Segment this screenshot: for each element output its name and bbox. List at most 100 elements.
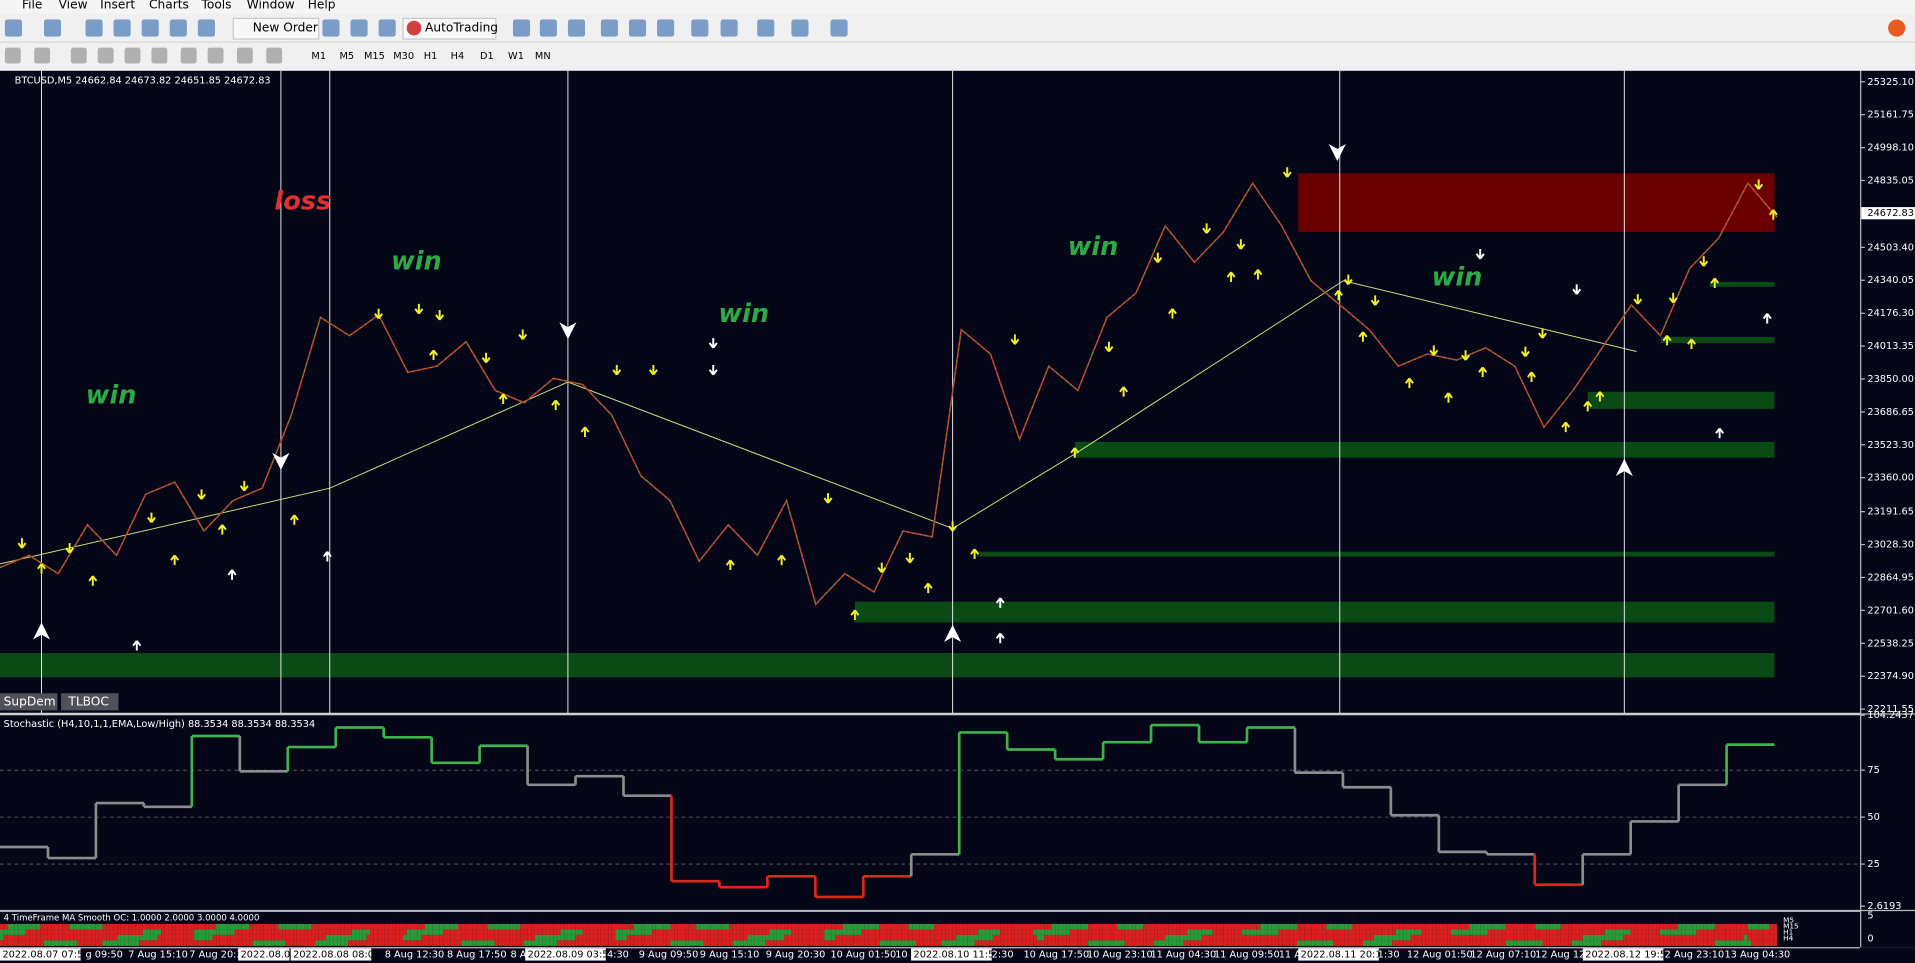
toolbar-icon[interactable] [628, 19, 647, 37]
toolbar-icon[interactable] [236, 47, 253, 64]
toolbar-icon[interactable] [791, 19, 809, 37]
toolbar-icon[interactable] [70, 47, 87, 64]
period-button[interactable]: M15 [364, 51, 385, 62]
mtf-cell [10, 934, 15, 941]
mtf-cell [1373, 940, 1378, 946]
toolbar-icon[interactable] [141, 19, 159, 37]
menu-item[interactable]: View [59, 0, 88, 11]
mtf-cell [1480, 929, 1484, 935]
mtf-cell [1439, 940, 1444, 946]
period-button[interactable]: M1 [311, 51, 326, 62]
mtf-cell [329, 923, 334, 930]
mtf-cell [1227, 934, 1232, 941]
tab[interactable] [0, 693, 58, 711]
toolbar-icon[interactable] [378, 19, 396, 37]
mtf-cell [659, 923, 664, 930]
mtf-cell [567, 923, 572, 930]
mtf-cell [1066, 929, 1070, 935]
mtf-cell [128, 929, 132, 935]
toolbar-icon[interactable] [600, 19, 618, 37]
toolbar-icon[interactable] [691, 19, 709, 37]
time-label: 13 Aug 04:30 [1724, 949, 1790, 960]
period-button[interactable]: M30 [393, 51, 414, 62]
toolbar-icon[interactable] [4, 47, 21, 64]
mtf-cell [304, 923, 308, 930]
menu-item[interactable]: Insert [100, 0, 135, 11]
toolbar-icon[interactable] [322, 19, 340, 37]
toolbar-icon[interactable] [113, 19, 131, 37]
toolbar-icon[interactable] [197, 19, 215, 37]
toolbar-icon[interactable] [124, 47, 141, 64]
toolbar-icon[interactable] [830, 19, 848, 37]
toolbar-icon[interactable] [85, 19, 103, 37]
mtf-cell [1286, 940, 1290, 946]
mtf-cell [457, 940, 462, 946]
mtf-cell [908, 940, 913, 946]
period-button[interactable]: H4 [451, 51, 465, 62]
new-order-button[interactable] [232, 17, 320, 40]
period-button[interactable]: D1 [480, 51, 494, 62]
mtf-cell [666, 934, 671, 941]
mtf-cell [490, 934, 495, 941]
mtf-cell [630, 934, 634, 941]
mtf-cell [817, 923, 821, 930]
toolbar-icon[interactable] [512, 19, 531, 37]
toolbar-icon[interactable] [43, 19, 62, 37]
toolbar-icon[interactable] [657, 19, 675, 37]
mtf-cell [1663, 923, 1668, 930]
mtf-cell [1604, 940, 1609, 946]
mtf-cell [1058, 934, 1063, 941]
mtf-cell [1025, 923, 1030, 930]
mtf-cell [1084, 929, 1089, 935]
period-button[interactable]: W1 [508, 51, 524, 62]
mtf-cell [172, 929, 176, 935]
mtf-cell [967, 929, 971, 935]
menu-item[interactable]: Window [247, 0, 295, 11]
toolbar-icon[interactable] [567, 19, 586, 37]
toolbar-icon[interactable] [34, 47, 51, 64]
mtf-cell [992, 934, 997, 941]
toolbar-icon[interactable] [539, 19, 557, 37]
mtf-cell [1667, 929, 1671, 935]
period-button[interactable]: H1 [424, 51, 438, 62]
mtf-cell [1747, 929, 1752, 935]
toolbar-icon[interactable] [207, 47, 224, 64]
mtf-cell [531, 934, 535, 941]
mtf-cell [417, 940, 422, 946]
autotrading-button[interactable] [402, 17, 497, 40]
toolbar-icon[interactable] [757, 19, 775, 37]
mtf-cell [1542, 940, 1547, 946]
tab[interactable] [61, 693, 119, 711]
mtf-cell [1231, 929, 1235, 935]
mtf-cell [1439, 929, 1444, 935]
toolbar-icon[interactable] [180, 47, 197, 64]
toolbar-icon[interactable] [151, 47, 168, 64]
toolbar-icon[interactable] [720, 19, 738, 37]
mtf-cell [1766, 923, 1770, 930]
mtf-cell [652, 934, 656, 941]
mtf-cell [872, 929, 876, 935]
mtf-cell [674, 934, 678, 941]
notification-badge[interactable] [1888, 19, 1906, 37]
mtf-cell [703, 934, 708, 941]
menu-item[interactable]: File [22, 0, 42, 11]
mtf-cell [1414, 929, 1418, 935]
period-button[interactable]: M5 [340, 51, 355, 62]
menu-item[interactable]: Tools [201, 0, 232, 11]
mtf-cell [886, 929, 891, 935]
mtf-cell [912, 940, 916, 946]
toolbar-icon[interactable] [169, 19, 187, 37]
mtf-cell [476, 923, 480, 930]
mtf-cell [267, 940, 272, 946]
mtf-cell [432, 940, 437, 946]
menu-item[interactable]: Help [308, 0, 336, 11]
mtf-cell [981, 940, 986, 946]
toolbar-icon[interactable] [350, 19, 368, 37]
period-button[interactable]: MN [535, 51, 551, 62]
mtf-cell [1450, 929, 1455, 935]
mtf-cell [571, 929, 576, 935]
toolbar-icon[interactable] [4, 19, 22, 37]
menu-item[interactable]: Charts [149, 0, 189, 11]
toolbar-icon[interactable] [266, 47, 283, 64]
toolbar-icon[interactable] [97, 47, 114, 64]
